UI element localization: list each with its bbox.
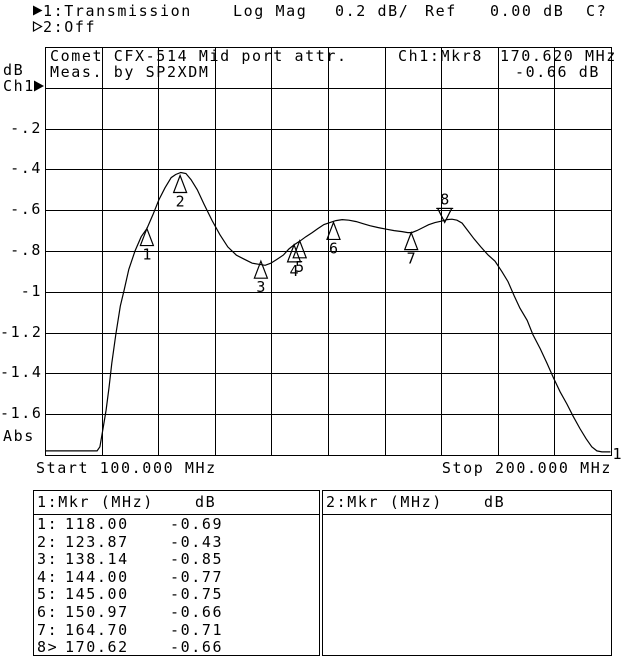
marker-3: 3 xyxy=(253,259,269,296)
marker-3-label: 3 xyxy=(256,278,265,296)
marker-frequency: 138.14 xyxy=(65,550,129,569)
plot-grid xyxy=(45,47,612,456)
marker-frequency: 123.87 xyxy=(65,532,129,551)
plot-title-line2: Meas. by SP2XDM xyxy=(50,63,210,81)
marker-db: -0.66 xyxy=(170,638,224,657)
marker-table-2-header: 2:Mkr (MHz) dB xyxy=(323,491,611,515)
marker-table-row: 5: 145.00 -0.75 xyxy=(34,585,319,603)
marker-table-2-unit: dB xyxy=(484,493,506,511)
stop-frequency-label: Stop 200.000 MHz xyxy=(441,459,612,477)
plot-title-line1: Comet CFX-514 Mid port attr. xyxy=(50,47,348,65)
marker-1: 1 xyxy=(139,226,155,264)
y-axis-channel-label: Ch1 xyxy=(3,77,35,95)
y-tick-label: -.6 xyxy=(10,200,42,218)
y-axis-unit-label: dB xyxy=(3,61,25,79)
marker-table-row: 7: 164.70 -0.71 xyxy=(34,621,319,639)
y-tick-label: -1.2 xyxy=(0,323,43,341)
marker-db: -0.43 xyxy=(170,532,224,551)
marker-number: 5: xyxy=(37,585,59,604)
marker-7: 7 xyxy=(403,230,419,268)
marker-2-label: 2 xyxy=(176,193,185,211)
y-tick-label: -1.6 xyxy=(0,404,43,422)
marker-readout-frequency: 170.620 MHz xyxy=(500,47,617,65)
marker-number: 1: xyxy=(37,515,59,533)
start-frequency-label: Start 100.000 MHz xyxy=(36,459,217,477)
marker-8-label: 8 xyxy=(440,190,449,208)
marker-number: 6: xyxy=(37,602,59,621)
reference-value: 0.00 dB xyxy=(490,2,565,20)
marker-6-label: 6 xyxy=(329,239,338,257)
trace2-label[interactable]: 2:Off xyxy=(43,18,97,36)
y-tick-label: -1.4 xyxy=(0,363,43,381)
marker-frequency: 144.00 xyxy=(65,567,129,586)
scale-per-division: 0.2 dB/ xyxy=(335,2,410,20)
marker-5: 5 xyxy=(292,239,308,276)
marker-number: 8> xyxy=(37,638,59,657)
marker-table-2: 2:Mkr (MHz) dB xyxy=(322,490,612,656)
y-tick-label: -.4 xyxy=(10,159,42,177)
calibration-status: C? xyxy=(586,2,608,20)
marker-number: 7: xyxy=(37,620,59,639)
marker-table-row: 3: 138.14 -0.85 xyxy=(34,550,319,568)
marker-frequency: 118.00 xyxy=(65,515,129,533)
marker-frequency: 170.62 xyxy=(65,638,129,657)
trace1-label[interactable]: 1:Transmission xyxy=(43,2,192,20)
marker-8-active: 8 xyxy=(436,190,454,224)
channel-1-marker-icon xyxy=(32,5,44,20)
marker-7-label: 7 xyxy=(407,250,416,268)
marker-table-2-title: 2:Mkr (MHz) xyxy=(326,493,443,511)
marker-db: -0.69 xyxy=(170,515,224,533)
marker-1-label: 1 xyxy=(142,246,151,264)
marker-table-row: 2: 123.87 -0.43 xyxy=(34,533,319,551)
marker-frequency: 150.97 xyxy=(65,602,129,621)
marker-readout-value: -0.66 dB xyxy=(515,63,601,81)
marker-db: -0.71 xyxy=(170,620,224,639)
y-axis-abs-label: Abs xyxy=(3,427,35,445)
y-tick-label: -.2 xyxy=(10,119,42,137)
marker-table-1-header: 1:Mkr (MHz) dB xyxy=(34,491,319,515)
marker-db: -0.75 xyxy=(170,585,224,604)
marker-table-row: 4: 144.00 -0.77 xyxy=(34,568,319,586)
y-tick-label: -.8 xyxy=(10,241,42,259)
marker-table-row: 6: 150.97 -0.66 xyxy=(34,603,319,621)
marker-db: -0.77 xyxy=(170,567,224,586)
marker-table-1-title: 1:Mkr (MHz) xyxy=(37,493,154,511)
reference-level-arrow-icon xyxy=(33,80,45,95)
marker-4-label: 4 xyxy=(290,262,299,280)
marker-table-row: 1: 118.00 -0.69 xyxy=(34,515,319,533)
marker-frequency: 145.00 xyxy=(65,585,129,604)
marker-readout-channel: Ch1:Mkr8 xyxy=(398,47,484,65)
y-tick-label: -1 xyxy=(20,282,42,300)
marker-number: 4: xyxy=(37,567,59,586)
channel-2-marker-icon xyxy=(32,20,44,36)
marker-2: 2 xyxy=(172,173,188,211)
marker-number: 2: xyxy=(37,532,59,551)
reference-label: Ref xyxy=(425,2,457,20)
trace-number-label: 1 xyxy=(612,445,621,463)
marker-frequency: 164.70 xyxy=(65,620,129,639)
trace-format-label: Log Mag xyxy=(233,2,308,20)
measurement-plot: 1 2 3 45 6 7 8 1 xyxy=(45,47,622,463)
trace-1-line xyxy=(45,171,611,453)
marker-6: 6 xyxy=(326,220,341,257)
marker-table-1-unit: dB xyxy=(195,493,217,511)
marker-table-1-rows: 1: 118.00 -0.69 2: 123.87 -0.43 3: 138.14 -0.85 4… xyxy=(34,515,319,656)
marker-table-row: 8> 170.62 -0.66 xyxy=(34,638,319,656)
marker-number: 3: xyxy=(37,550,59,569)
marker-table-1: 1:Mkr (MHz) dB 1: 118.00 -0.69 2: 123.87 -0.4… xyxy=(33,490,320,656)
marker-4: 4 xyxy=(286,243,302,280)
marker-5-label: 5 xyxy=(295,258,304,276)
marker-db: -0.85 xyxy=(170,550,224,569)
marker-db: -0.66 xyxy=(170,602,224,621)
